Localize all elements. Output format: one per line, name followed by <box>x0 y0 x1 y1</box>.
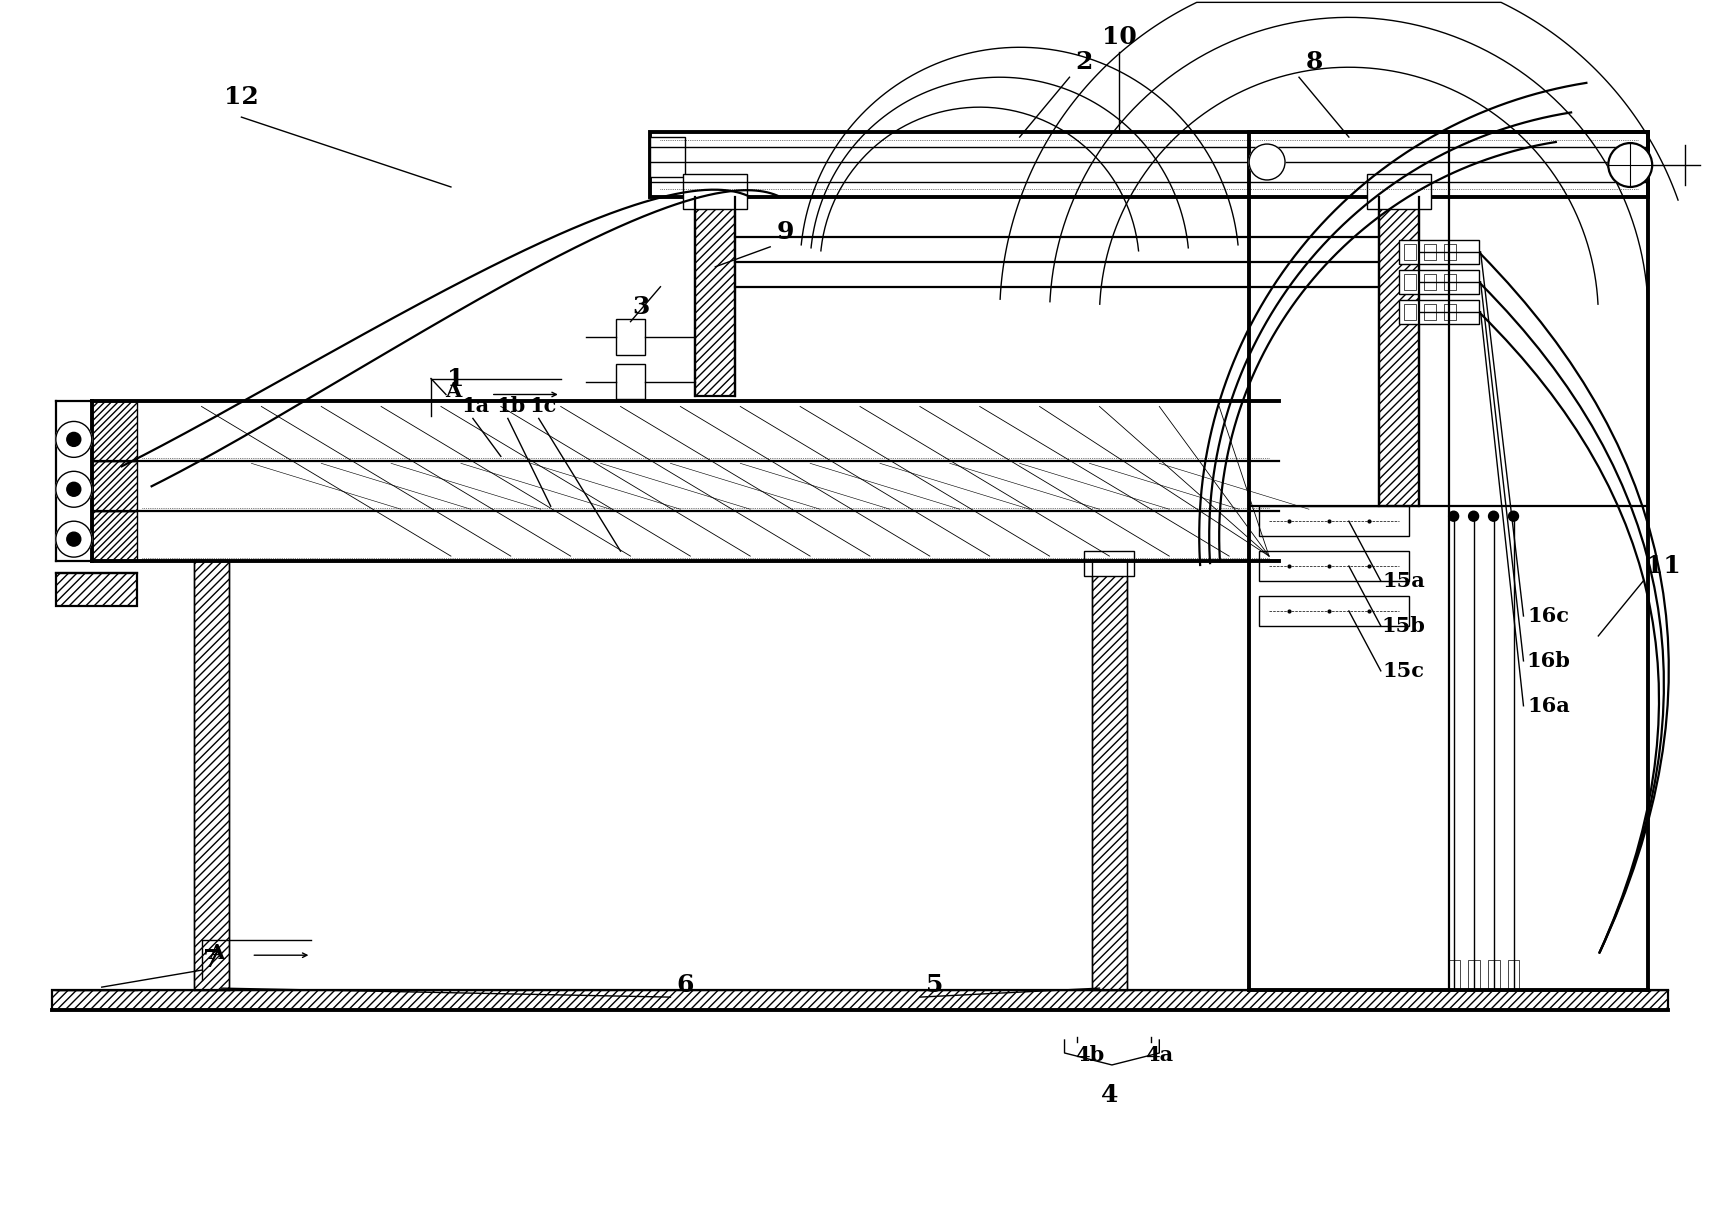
Text: 6: 6 <box>677 973 694 997</box>
Bar <box>1424 304 1436 320</box>
Bar <box>1443 244 1455 260</box>
Bar <box>1259 506 1409 536</box>
Circle shape <box>67 533 81 546</box>
Bar <box>1368 174 1431 209</box>
Circle shape <box>1488 511 1498 522</box>
Bar <box>1398 299 1479 323</box>
Text: 11: 11 <box>1646 554 1680 578</box>
Text: 4: 4 <box>1101 1083 1118 1107</box>
Circle shape <box>67 483 81 496</box>
Text: 1c: 1c <box>529 396 557 416</box>
Text: 15a: 15a <box>1383 572 1426 591</box>
Circle shape <box>1448 511 1459 522</box>
Circle shape <box>1469 511 1479 522</box>
Bar <box>1443 304 1455 320</box>
Text: 2: 2 <box>1075 50 1093 74</box>
Text: A: A <box>208 944 225 963</box>
Text: 12: 12 <box>223 85 259 109</box>
Text: 1a: 1a <box>462 396 490 416</box>
Text: 4b: 4b <box>1075 1045 1105 1065</box>
Bar <box>1404 274 1416 289</box>
Bar <box>1093 561 1127 990</box>
Bar <box>615 364 646 400</box>
Bar <box>1467 961 1479 990</box>
Bar <box>1259 596 1409 626</box>
Bar <box>1380 197 1419 506</box>
Text: 16a: 16a <box>1527 696 1570 716</box>
Text: 15c: 15c <box>1383 660 1424 681</box>
Bar <box>194 561 228 990</box>
Bar <box>91 401 137 461</box>
Bar <box>615 319 646 355</box>
Bar <box>696 197 735 396</box>
Bar <box>1404 304 1416 320</box>
Bar <box>1443 274 1455 289</box>
Bar <box>1488 961 1500 990</box>
Text: 1b: 1b <box>497 396 526 416</box>
Text: 16c: 16c <box>1527 606 1570 626</box>
Bar <box>1398 240 1479 264</box>
Bar <box>57 573 137 606</box>
Text: 5: 5 <box>926 973 943 997</box>
Text: 4a: 4a <box>1146 1045 1173 1065</box>
Circle shape <box>57 422 91 457</box>
Circle shape <box>67 433 81 446</box>
Bar <box>1424 274 1436 289</box>
Circle shape <box>1608 143 1653 187</box>
Bar <box>1398 270 1479 294</box>
Circle shape <box>1249 143 1285 180</box>
Text: 16b: 16b <box>1527 651 1570 671</box>
Bar <box>1084 551 1134 576</box>
Text: A: A <box>445 382 460 401</box>
Bar <box>91 511 137 561</box>
Text: 3: 3 <box>632 294 649 319</box>
Bar <box>1424 244 1436 260</box>
Bar <box>651 137 685 178</box>
Bar <box>91 461 137 511</box>
Text: 15b: 15b <box>1381 617 1426 636</box>
Circle shape <box>57 472 91 507</box>
Circle shape <box>1508 511 1519 522</box>
Bar <box>1448 961 1460 990</box>
Text: 8: 8 <box>1306 50 1323 74</box>
Bar <box>651 133 1648 197</box>
Bar <box>1404 244 1416 260</box>
Text: 1: 1 <box>447 366 464 390</box>
Bar <box>52 990 1668 1010</box>
Text: 10: 10 <box>1101 26 1137 50</box>
Bar <box>684 174 747 209</box>
Bar <box>1507 961 1519 990</box>
Bar <box>1259 551 1409 581</box>
Circle shape <box>57 522 91 557</box>
Text: 9: 9 <box>777 220 794 244</box>
Text: 7: 7 <box>203 948 220 973</box>
